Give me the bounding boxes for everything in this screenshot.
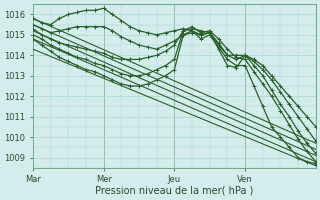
X-axis label: Pression niveau de la mer( hPa ): Pression niveau de la mer( hPa ) xyxy=(95,186,253,196)
